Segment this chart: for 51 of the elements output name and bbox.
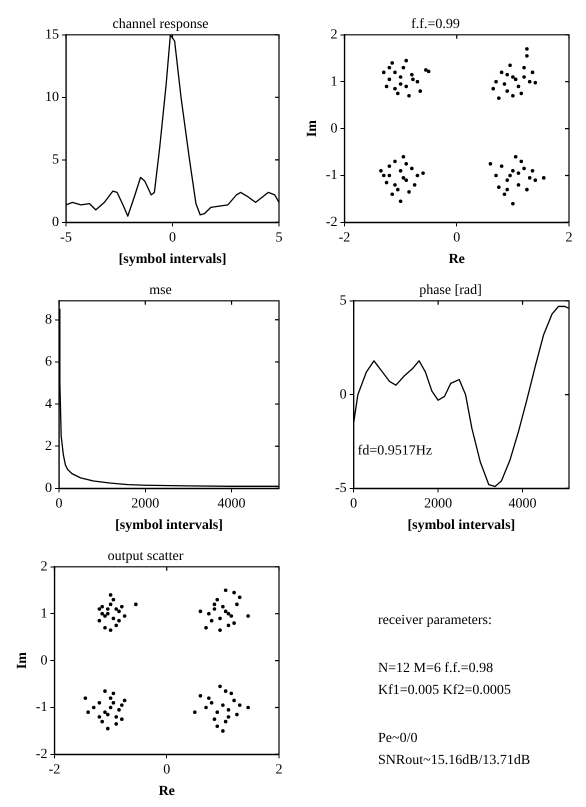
x-tick-label: 4000 <box>508 496 537 512</box>
x-axis-title: [symbol intervals] <box>407 518 516 534</box>
annotation: fd=0.9517Hz <box>358 443 432 458</box>
text: Pe~0/0 <box>378 730 418 748</box>
y-tick-label: 15 <box>45 27 59 42</box>
y-tick-label: 2 <box>45 438 52 454</box>
x-tick-label: 4000 <box>218 496 246 512</box>
y-tick-label: 1 <box>330 74 338 90</box>
chart-title: f.f.=0.99 <box>411 17 460 32</box>
text: Kf1=0.005 Kf2=0.0005 <box>378 682 512 700</box>
y-tick-label: 1 <box>40 606 48 622</box>
y-tick-label: -2 <box>326 215 338 230</box>
x-tick-label: 2000 <box>424 496 452 512</box>
x-axis-title: [symbol intervals] <box>118 252 226 268</box>
y-tick-label: -1 <box>326 168 338 184</box>
y-tick-label: 6 <box>45 354 52 370</box>
y-tick-label: 10 <box>45 90 59 106</box>
x-tick-label: 2 <box>276 762 282 778</box>
text: SNRout~15.16dB/13.71dB <box>378 752 532 770</box>
y-tick-label: -2 <box>36 747 48 762</box>
x-tick-label: 2 <box>566 230 572 246</box>
x-tick-label: 0 <box>453 230 460 246</box>
x-tick-label: 2000 <box>131 496 160 512</box>
y-axis-title: Im <box>305 120 320 138</box>
text: N=12 M=6 f.f.=0.98 <box>378 660 494 678</box>
y-tick-label: 0 <box>52 215 59 230</box>
y-tick-label: 8 <box>45 312 52 328</box>
y-tick-label: -1 <box>36 700 48 716</box>
chart-title: mse <box>149 283 172 298</box>
y-tick-label: 5 <box>340 293 347 308</box>
y-axis-title: Im <box>15 652 30 670</box>
y-tick-label: 0 <box>340 387 347 402</box>
y-tick-label: -5 <box>334 481 347 496</box>
y-tick-label: 0 <box>40 653 48 668</box>
y-tick-label: 0 <box>330 121 338 136</box>
x-tick-label: 0 <box>169 230 176 246</box>
x-tick-label: 0 <box>163 762 170 778</box>
x-tick-label: 5 <box>276 230 282 246</box>
x-axis-title: Re <box>448 252 465 268</box>
chart-title: output scatter <box>108 549 184 564</box>
y-tick-label: 5 <box>52 152 59 168</box>
y-tick-label: 0 <box>45 481 52 496</box>
y-tick-label: 2 <box>330 27 338 42</box>
y-tick-label: 4 <box>45 396 52 412</box>
x-tick-label: 0 <box>350 496 358 512</box>
chart-title: phase [rad] <box>419 283 482 298</box>
x-axis-title: [symbol intervals] <box>115 518 223 534</box>
x-axis-title: Re <box>158 784 175 800</box>
y-tick-label: 2 <box>40 559 48 574</box>
text: receiver parameters: <box>378 612 493 630</box>
chart-title: channel response <box>112 17 209 32</box>
